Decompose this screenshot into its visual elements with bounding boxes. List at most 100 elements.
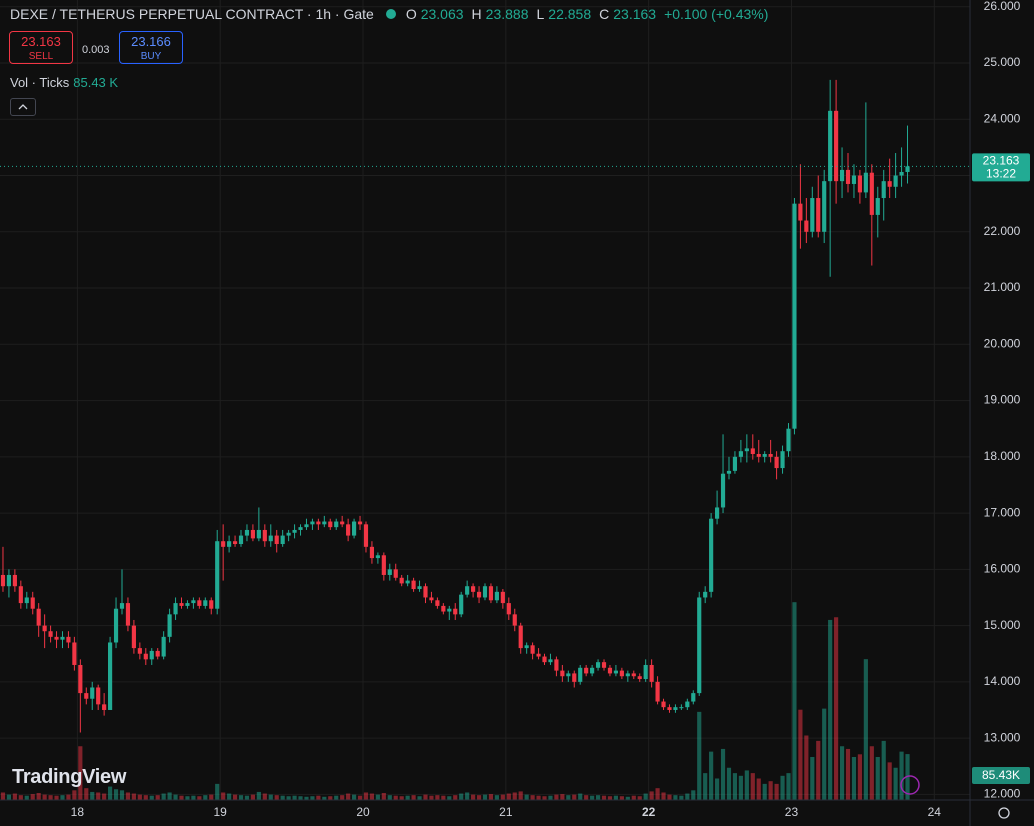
candle-body [238,535,244,545]
volume-bar [48,795,53,800]
volume-bar [834,617,839,800]
volume-bar [203,795,208,800]
candle-body [673,707,678,710]
candle-body [476,591,482,598]
candle-body [649,664,654,682]
volume-bar [703,773,708,800]
candle-body [667,707,672,710]
volume-bar [566,795,571,800]
spread: 0.003 [82,44,110,56]
volume-bar [441,795,446,800]
volume-bar [661,792,666,800]
candle-body [411,580,416,590]
candle-body [905,166,910,172]
candle-body [578,667,583,682]
volume-bar [816,740,821,800]
candle-body [60,636,65,640]
ohlc-label: L [536,6,545,22]
candle-body [500,591,505,604]
candle-body [209,600,214,609]
candle-body [637,676,642,680]
volume-value-box [972,767,1030,784]
candle-body [399,577,404,584]
volume-bar [227,793,232,800]
volume-bar [60,795,65,800]
volume-bar [334,795,339,800]
volume-bar [405,795,410,800]
volume-bar [881,740,886,800]
candle-body [869,172,874,215]
volume-bar [506,793,511,800]
volume-bar [84,788,89,800]
volume-bar [893,767,898,800]
candle-body [304,524,309,528]
candle-body [554,659,559,671]
volume-bar [346,793,351,800]
candle-body [90,687,95,699]
candle-body [227,541,232,547]
candle-body [286,532,291,536]
candle-body [506,603,511,615]
candle-body [113,608,119,643]
candle-body [786,428,791,452]
volume-bar [845,748,851,800]
candle-body [256,529,261,539]
candle-body [197,600,202,606]
candle-body [494,591,499,601]
volume-bar [786,773,791,800]
candle-body [322,521,327,525]
sell-button[interactable]: 23.163 SELL [9,31,73,64]
x-tick-label: 24 [928,805,942,819]
flash-icon [900,775,920,795]
candle-body [280,535,285,545]
volume-bar [732,773,738,800]
volume-bar [102,793,107,800]
volume-bar [209,794,214,800]
candle-body [471,586,476,592]
marks [0,79,910,800]
candle-body [756,454,761,457]
volume-bar [423,794,428,800]
volume-bar [560,794,565,800]
candle-body [566,673,571,677]
x-tick-label: 22 [642,805,656,819]
collapse-button[interactable] [10,98,36,116]
candle-body [738,451,743,457]
volume-bar [584,795,589,800]
volume-bar [649,791,654,800]
volume-bar [143,795,148,800]
volume-bar [726,767,732,800]
candle-body [435,600,440,606]
candle-body [780,451,785,469]
candle-body [863,172,868,193]
buy-button[interactable]: 23.166 BUY [119,31,183,64]
candle-body [441,605,446,612]
change: +0.100 (+0.43%) [664,6,769,22]
volume-bar [363,792,369,800]
volume-bar [512,792,517,800]
volume-bar [750,773,755,800]
volume-bar [542,796,547,800]
candle-body [661,701,666,708]
candle-body [48,631,53,637]
candle-body [423,586,428,598]
candle-body [703,591,708,598]
collapse-icon [18,104,28,110]
candle-body [542,656,547,663]
volume-bar [804,735,809,800]
volume-bar [762,783,767,800]
candle-body [316,521,321,525]
volume-bar [256,791,261,800]
candle-body [512,614,517,626]
volume-bar [280,795,285,800]
y-tick-label: 18.000 [984,449,1021,463]
volume-bar [66,794,71,800]
candle-body [417,586,422,590]
volume-bar [78,746,83,800]
candle-body [78,664,83,694]
volume-bar [417,796,422,800]
y-tick-label: 24.000 [984,111,1021,125]
volume-bar [155,795,160,800]
candle-body [215,541,220,609]
volume-bar [387,795,392,800]
